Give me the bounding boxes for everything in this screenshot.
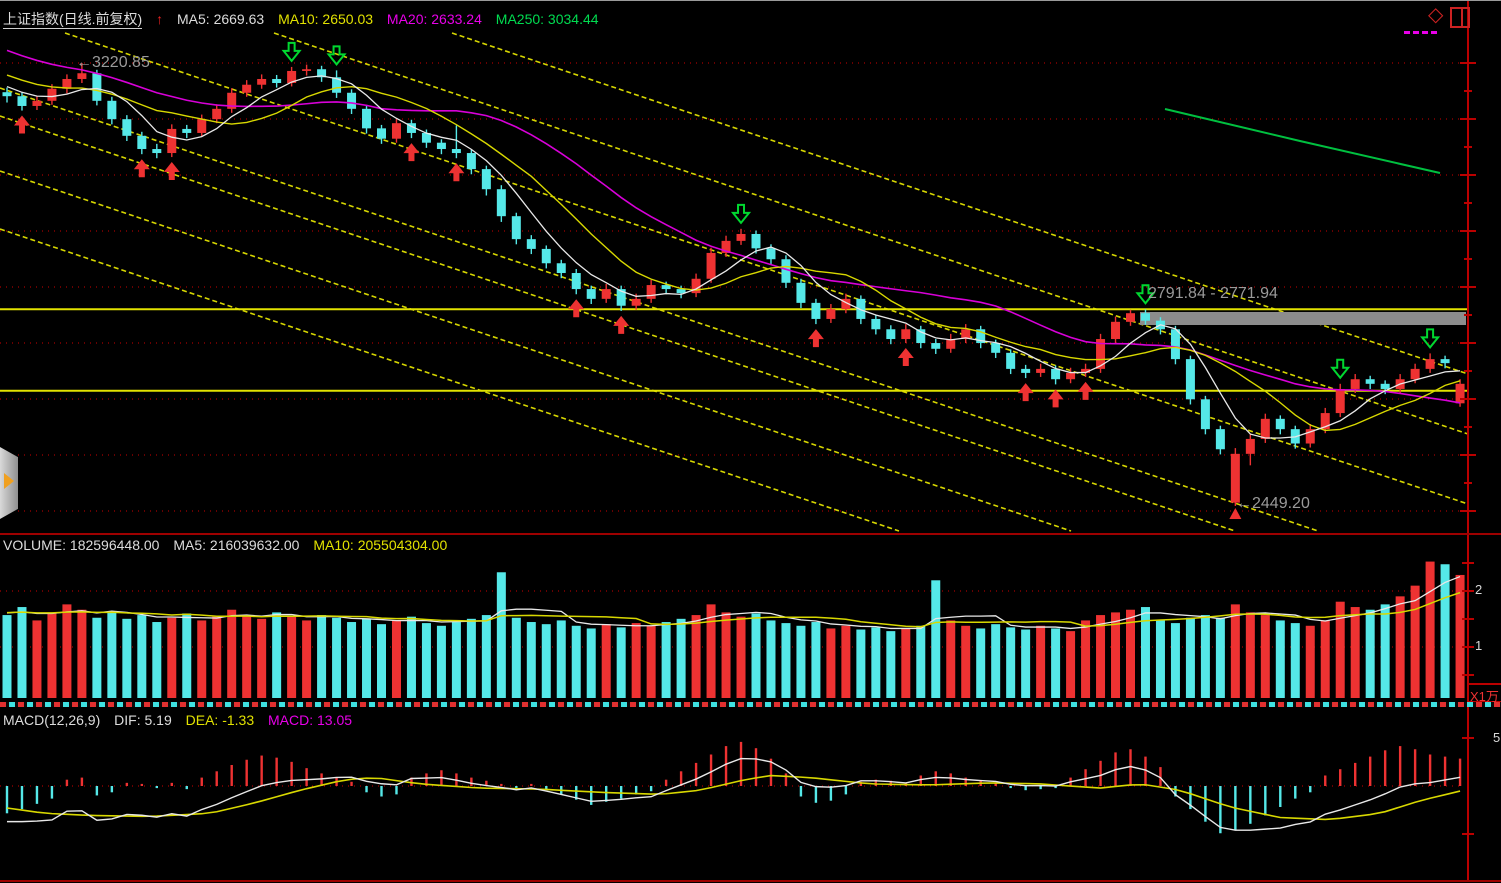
dashed-line-tool-icon[interactable]	[1422, 31, 1428, 34]
volume-ma10-label: MA10: 205504304.00	[313, 537, 448, 553]
sidebar-pull-tab[interactable]	[0, 447, 18, 519]
low-price-annotation: ←2449.20	[1236, 495, 1310, 512]
ma20-value-label: MA20: 2633.24	[386, 11, 482, 27]
volume-axis-tick-upper: 2	[1475, 582, 1483, 597]
main-chart-header: 上证指数(日线.前复权) ↑ MA5: 2669.63 MA10: 2650.0…	[3, 9, 609, 29]
dif-value-label: DIF: 5.19	[114, 712, 172, 728]
up-arrow-icon: ↑	[156, 11, 164, 27]
range-price-annotation: 2791.84 - 2771.94	[1148, 285, 1278, 302]
ma250-value-label: MA250: 3034.44	[495, 11, 599, 27]
ma10-value-label: MA10: 2650.03	[278, 11, 374, 27]
dea-value-label: DEA: -1.33	[185, 712, 255, 728]
pane-separator-volume	[0, 533, 1501, 535]
peak-price-annotation: ←3220.85	[76, 54, 150, 71]
expand-arrow-icon	[4, 473, 14, 489]
diamond-tool-icon[interactable]: ◇	[1428, 4, 1444, 26]
drawing-toolbar: ◇	[1404, 5, 1474, 37]
macd-params-label: MACD(12,26,9)	[3, 712, 101, 728]
volume-ma5-label: MA5: 216039632.00	[173, 537, 300, 553]
dashed-line-tool-icon[interactable]	[1431, 31, 1437, 34]
macd-pane-header: MACD(12,26,9) DIF: 5.19 DEA: -1.33 MACD:…	[3, 712, 362, 728]
dashed-line-tool-icon[interactable]	[1413, 31, 1419, 34]
pane-border-bottom	[0, 880, 1501, 882]
volume-axis-unit: X1万	[1470, 689, 1499, 704]
volume-value-label: VOLUME: 182596448.00	[3, 537, 160, 553]
volume-pane-header: VOLUME: 182596448.00 MA5: 216039632.00 M…	[3, 537, 457, 553]
dashed-line-tool-icon[interactable]	[1404, 31, 1410, 34]
ma5-value-label: MA5: 2669.63	[177, 11, 265, 27]
volume-axis-tick-lower: 1	[1475, 638, 1483, 653]
pane-splitter-macd[interactable]	[0, 702, 1501, 707]
instrument-title[interactable]: 上证指数(日线.前复权)	[3, 11, 143, 29]
split-window-icon-divider	[1461, 9, 1463, 26]
macd-axis-tick: 5	[1493, 730, 1501, 745]
split-window-icon[interactable]	[1450, 7, 1470, 28]
macd-value-label: MACD: 13.05	[268, 712, 353, 728]
